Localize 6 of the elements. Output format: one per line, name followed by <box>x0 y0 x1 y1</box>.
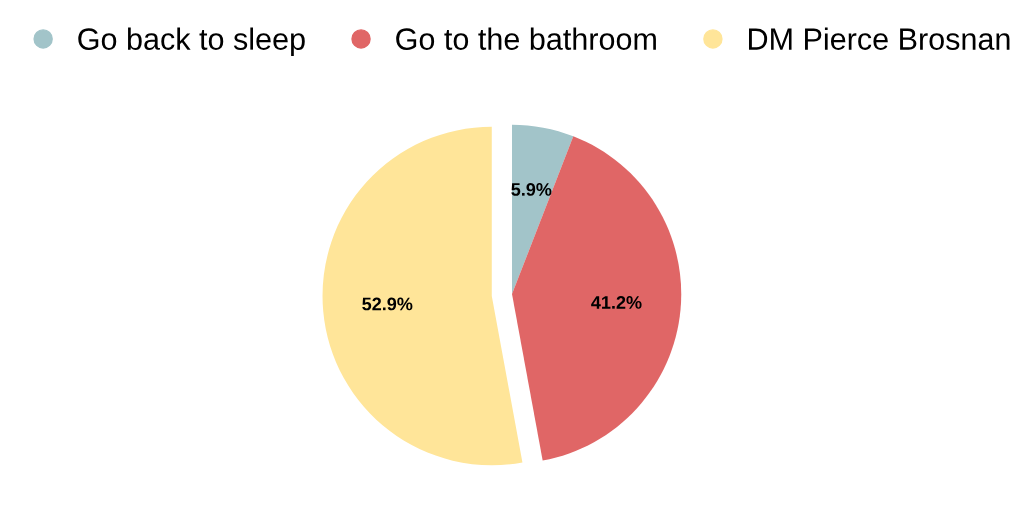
legend-label: Go to the bathroom <box>396 27 656 50</box>
legend-label: DM Pierce Brosnan <box>749 27 1010 50</box>
data-label: 41.2% <box>591 296 642 309</box>
legend-label: Go back to sleep <box>78 27 305 56</box>
data-label: 5.9% <box>511 183 552 196</box>
data-label: 52.9% <box>362 297 413 311</box>
